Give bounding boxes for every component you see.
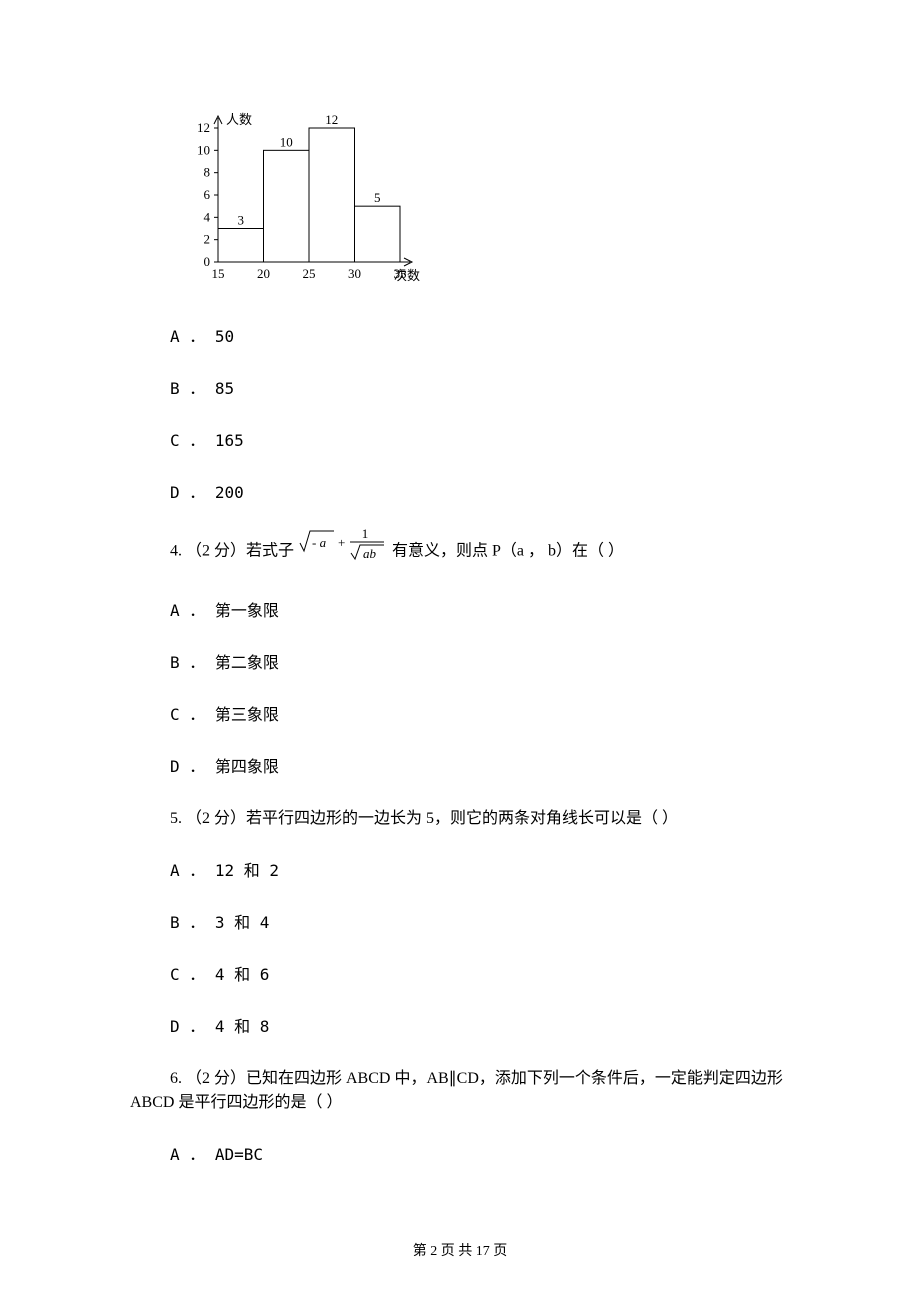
svg-text:3: 3 xyxy=(238,213,245,228)
q6-stem: 6. （2 分）已知在四边形 ABCD 中，AB∥CD，添加下列一个条件后，一定… xyxy=(130,1067,790,1115)
svg-text:12: 12 xyxy=(325,112,338,127)
q4-stem: 4. （2 分）若式子 - a+1ab 有意义，则点 P（a ， b）在（ ） xyxy=(170,533,790,571)
svg-text:35: 35 xyxy=(394,266,407,281)
q5-option-d: D ． 4 和 8 xyxy=(170,1015,790,1039)
svg-text:0: 0 xyxy=(204,254,211,269)
svg-text:25: 25 xyxy=(303,266,316,281)
q5-stem: 5. （2 分）若平行四边形的一边长为 5，则它的两条对角线长可以是（ ） xyxy=(130,807,790,831)
q4-option-c: C ． 第三象限 xyxy=(170,703,790,727)
chart-svg: 人数次数0246810121520253035310125 xyxy=(180,110,420,290)
q6-line1: 6. （2 分）已知在四边形 ABCD 中，AB∥CD，添加下列一个条件后，一定… xyxy=(130,1067,790,1091)
q6-line2: ABCD 是平行四边形的是（ ） xyxy=(130,1091,790,1115)
svg-text:4: 4 xyxy=(204,209,211,224)
svg-text:20: 20 xyxy=(257,266,270,281)
q4-option-b: B ． 第二象限 xyxy=(170,651,790,675)
q6-option-a: A ． AD=BC xyxy=(170,1143,790,1167)
q3-option-d: D ． 200 xyxy=(170,481,790,505)
svg-text:12: 12 xyxy=(197,120,210,135)
q3-option-a: A ． 50 xyxy=(170,325,790,349)
histogram-chart: 人数次数0246810121520253035310125 xyxy=(180,110,790,290)
svg-text:ab: ab xyxy=(363,546,377,561)
page-footer: 第 2 页 共 17 页 xyxy=(0,1241,920,1262)
svg-text:- a: - a xyxy=(312,535,327,550)
q4-formula: - a +1 ab xyxy=(298,525,388,563)
q3-option-c: C ． 165 xyxy=(170,429,790,453)
svg-text:5: 5 xyxy=(374,190,381,205)
svg-text:人数: 人数 xyxy=(226,112,252,127)
svg-text:15: 15 xyxy=(212,266,225,281)
svg-text:6: 6 xyxy=(204,187,211,202)
formula-svg: - a +1 ab xyxy=(298,525,388,563)
q5-option-c: C ． 4 和 6 xyxy=(170,963,790,987)
q5-option-b: B ． 3 和 4 xyxy=(170,911,790,935)
svg-text:2: 2 xyxy=(204,232,211,247)
svg-text:1: 1 xyxy=(362,526,369,541)
svg-text:10: 10 xyxy=(280,134,293,149)
q5-option-a: A ． 12 和 2 xyxy=(170,859,790,883)
svg-text:30: 30 xyxy=(348,266,361,281)
svg-text:10: 10 xyxy=(197,142,210,157)
q4-suffix: 有意义，则点 P（a ， b）在（ ） xyxy=(392,543,624,560)
q4-prefix: 4. （2 分）若式子 xyxy=(170,543,298,560)
svg-text:8: 8 xyxy=(204,165,211,180)
q3-option-b: B ． 85 xyxy=(170,377,790,401)
svg-text:+: + xyxy=(338,535,345,550)
q4-option-a: A ． 第一象限 xyxy=(170,599,790,623)
q4-option-d: D ． 第四象限 xyxy=(170,755,790,779)
